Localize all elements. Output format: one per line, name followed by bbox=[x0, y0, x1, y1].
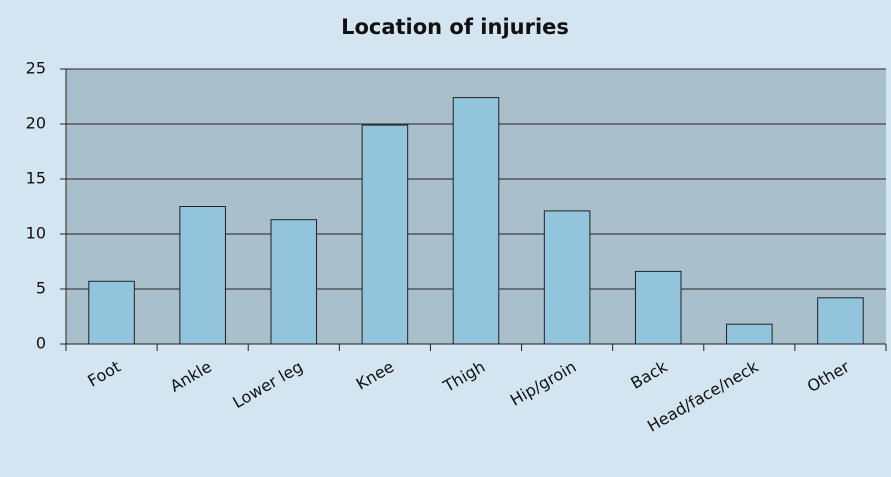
bar bbox=[817, 297, 864, 345]
bar bbox=[361, 124, 409, 345]
y-tick-label: 15 bbox=[26, 169, 46, 188]
y-tick-label: 20 bbox=[26, 114, 46, 133]
y-tick-label: 10 bbox=[26, 224, 46, 243]
bar bbox=[726, 323, 773, 345]
bar bbox=[452, 97, 500, 345]
bar bbox=[88, 280, 135, 345]
bar bbox=[270, 219, 318, 345]
y-tick-label: 5 bbox=[36, 279, 46, 298]
y-tick-label: 25 bbox=[26, 59, 46, 78]
bar bbox=[179, 206, 226, 345]
y-tick-label: 0 bbox=[36, 334, 46, 353]
bar bbox=[634, 270, 682, 345]
bar bbox=[543, 210, 591, 345]
chart-title: Location of injuries bbox=[341, 15, 569, 39]
